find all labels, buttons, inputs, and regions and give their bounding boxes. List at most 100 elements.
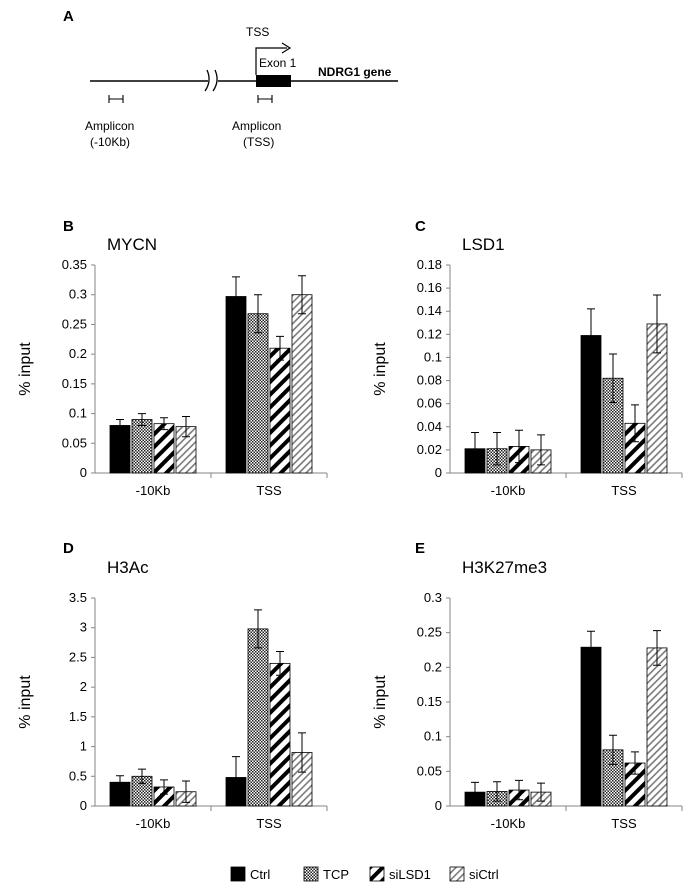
lsd1-error-bar-sictrl <box>653 294 661 354</box>
mycn-error-bar-sictrl <box>298 275 306 315</box>
mycn-error-bar-tcp <box>138 413 146 426</box>
exon-label: Exon 1 <box>259 56 297 70</box>
mycn-error-bar-silsd1 <box>276 335 284 361</box>
mycn-y-tick-label: 0.35 <box>62 257 87 272</box>
h3ac-error-bar-sictrl <box>298 732 306 773</box>
h3ac-y-axis-label: % input <box>17 675 34 729</box>
amplicon-1-sub: (-10Kb) <box>90 135 130 149</box>
lsd1-y-tick-label: 0.12 <box>417 326 442 341</box>
h3k27me3-y-tick-label: 0.2 <box>424 659 442 674</box>
mycn-error-bar-silsd1 <box>160 417 168 431</box>
h3k27me3-error-bar-sictrl <box>653 630 661 666</box>
h3k27me3-bar-sictrl <box>646 647 668 807</box>
h3k27me3-y-tick-label: 0.15 <box>417 694 442 709</box>
mycn-y-tick-label: 0.25 <box>62 316 87 331</box>
h3ac-y-tick-label: 0 <box>80 798 87 813</box>
mycn-bar-sictrl <box>291 294 313 474</box>
legend-tcp-checker-swatch <box>303 866 319 882</box>
h3ac-error-bar-tcp <box>138 768 146 784</box>
tss-arrow-icon <box>255 47 287 75</box>
h3k27me3-error-bar-tcp <box>609 734 617 765</box>
legend-ctrl-solid-black-swatch <box>230 866 246 882</box>
panel-letter-e: E <box>415 540 425 557</box>
mycn-bar-silsd1 <box>153 423 175 474</box>
mycn-y-tick-label: 0.05 <box>62 435 87 450</box>
chart-panel-mycn: B MYCN % input 0 0.05 0.1 0.15 0.2 0.25 0.3 0.35 -1… <box>17 218 328 498</box>
lsd1-y-tick-label: 0 <box>435 465 442 480</box>
legend: Ctrl TCP siLSD1 siCtrl <box>230 866 499 882</box>
mycn-y-tick-label: 0 <box>80 465 87 480</box>
lsd1-y-tick-label: 0.02 <box>417 442 442 457</box>
mycn-error-bar-sictrl <box>182 416 190 438</box>
h3k27me3-error-bar-tcp <box>493 781 501 802</box>
legend-sictrl-thin-hatch-swatch <box>449 866 465 882</box>
lsd1-y-axis-label: % input <box>372 342 389 396</box>
h3k27me3-error-bar-silsd1 <box>631 751 639 775</box>
lsd1-y-tick-label: 0.16 <box>417 280 442 295</box>
chart-panel-h3k27me3: E H3K27me3 % input 0 0.05 0.1 0.15 0.2 0.25 0.3 -1… <box>372 540 683 831</box>
mycn-y-tick-label: 0.3 <box>69 287 87 302</box>
exon-box <box>256 75 291 87</box>
panel-letter-b: B <box>63 218 74 235</box>
h3ac-x-tick-label: TSS <box>256 816 282 831</box>
h3ac-y-tick-label: 3 <box>80 620 87 635</box>
mycn-error-bar-ctrl <box>232 276 240 317</box>
amplicon-2-label: Amplicon <box>232 119 281 133</box>
amplicon-2-sub: (TSS) <box>243 135 274 149</box>
h3ac-y-tick-label: 2 <box>80 679 87 694</box>
h3k27me3-y-axis-label: % input <box>372 675 389 729</box>
lsd1-y-tick-label: 0.1 <box>424 349 442 364</box>
h3ac-x-tick-label: -10Kb <box>136 816 171 831</box>
h3ac-error-bar-sictrl <box>182 780 190 803</box>
h3ac-bar-silsd1 <box>269 662 291 807</box>
gene-diagram: A TSS Exon 1 NDRG1 gene Amplicon (-10Kb)… <box>63 8 398 149</box>
h3k27me3-y-tick-label: 0.05 <box>417 763 442 778</box>
mycn-y-tick-label: 0.2 <box>69 346 87 361</box>
amplicon-1-label: Amplicon <box>85 119 134 133</box>
mycn-bar-ctrl <box>225 296 247 474</box>
h3k27me3-error-bar-ctrl <box>587 630 595 664</box>
h3k27me3-error-bar-sictrl <box>537 782 545 802</box>
h3ac-chart-title: H3Ac <box>107 558 149 577</box>
mycn-bar-silsd1 <box>269 347 291 474</box>
mycn-y-tick-label: 0.1 <box>69 406 87 421</box>
tss-arrowhead-icon <box>281 42 292 54</box>
h3ac-error-bar-ctrl <box>232 756 240 799</box>
lsd1-error-bar-ctrl <box>587 308 595 363</box>
h3k27me3-y-tick-label: 0.3 <box>424 590 442 605</box>
lsd1-error-bar-tcp <box>609 353 617 404</box>
legend-silsd1-thick-hatch-swatch <box>369 866 385 882</box>
h3ac-y-tick-label: 0.5 <box>69 768 87 783</box>
panel-letter-a: A <box>63 8 74 25</box>
gene-label: NDRG1 gene <box>318 65 392 79</box>
h3ac-error-bar-silsd1 <box>160 779 168 795</box>
chart-panel-h3ac: D H3Ac % input 0 0.5 1 1.5 2 2.5 3 3.5 -10Kb TSS <box>17 540 328 831</box>
lsd1-y-tick-label: 0.18 <box>417 257 442 272</box>
legend-sictrl-label: siCtrl <box>469 867 499 882</box>
mycn-chart-title: MYCN <box>107 235 157 254</box>
h3k27me3-y-tick-label: 0.1 <box>424 729 442 744</box>
mycn-bar-tcp <box>247 313 269 474</box>
amplicon-2-marker <box>257 95 273 103</box>
lsd1-error-bar-silsd1 <box>515 429 523 464</box>
mycn-y-tick-label: 0.15 <box>62 376 87 391</box>
mycn-x-tick-label: TSS <box>256 483 282 498</box>
mycn-y-axis-label: % input <box>17 342 34 396</box>
tss-label: TSS <box>246 25 269 39</box>
h3ac-error-bar-tcp <box>254 609 262 649</box>
h3k27me3-y-tick-label: 0.25 <box>417 625 442 640</box>
h3ac-bar-tcp <box>247 628 269 807</box>
h3k27me3-error-bar-silsd1 <box>515 779 523 801</box>
legend-ctrl-label: Ctrl <box>250 867 270 882</box>
legend-tcp-label: TCP <box>323 867 349 882</box>
lsd1-x-tick-label: -10Kb <box>491 483 526 498</box>
h3k27me3-bar-ctrl <box>580 646 602 807</box>
h3k27me3-y-tick-label: 0 <box>435 798 442 813</box>
h3k27me3-chart-title: H3K27me3 <box>462 558 547 577</box>
h3k27me3-x-tick-label: TSS <box>611 816 637 831</box>
h3ac-y-tick-label: 1.5 <box>69 709 87 724</box>
h3ac-error-bar-silsd1 <box>276 650 284 676</box>
panel-letter-d: D <box>63 540 74 557</box>
mycn-x-tick-label: -10Kb <box>136 483 171 498</box>
